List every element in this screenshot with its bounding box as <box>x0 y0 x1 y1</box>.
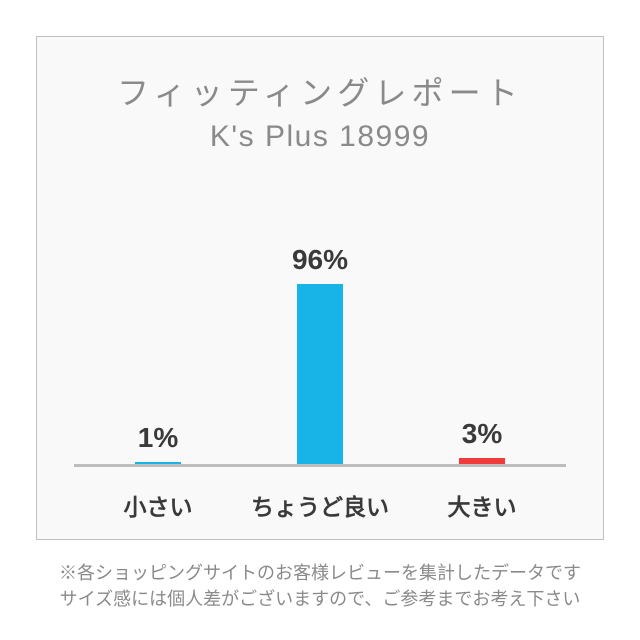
chart-value-label: 3% <box>402 418 562 450</box>
report-footnote: ※各ショッピングサイトのお客様レビューを集計したデータです サイズ感には個人差が… <box>0 560 640 612</box>
chart-bar <box>135 462 181 464</box>
report-subtitle: K's Plus 18999 <box>0 120 640 154</box>
chart-baseline <box>74 464 566 467</box>
chart-value-label: 96% <box>240 244 400 276</box>
report-title: フィッティングレポート <box>0 68 640 114</box>
fitting-report-card: フィッティングレポート K's Plus 18999 1%小さい96%ちょうど良… <box>0 0 640 640</box>
chart-bar <box>297 284 343 464</box>
chart-category-label: 大きい <box>382 488 582 522</box>
chart-bar <box>459 458 505 464</box>
chart-value-label: 1% <box>78 422 238 454</box>
